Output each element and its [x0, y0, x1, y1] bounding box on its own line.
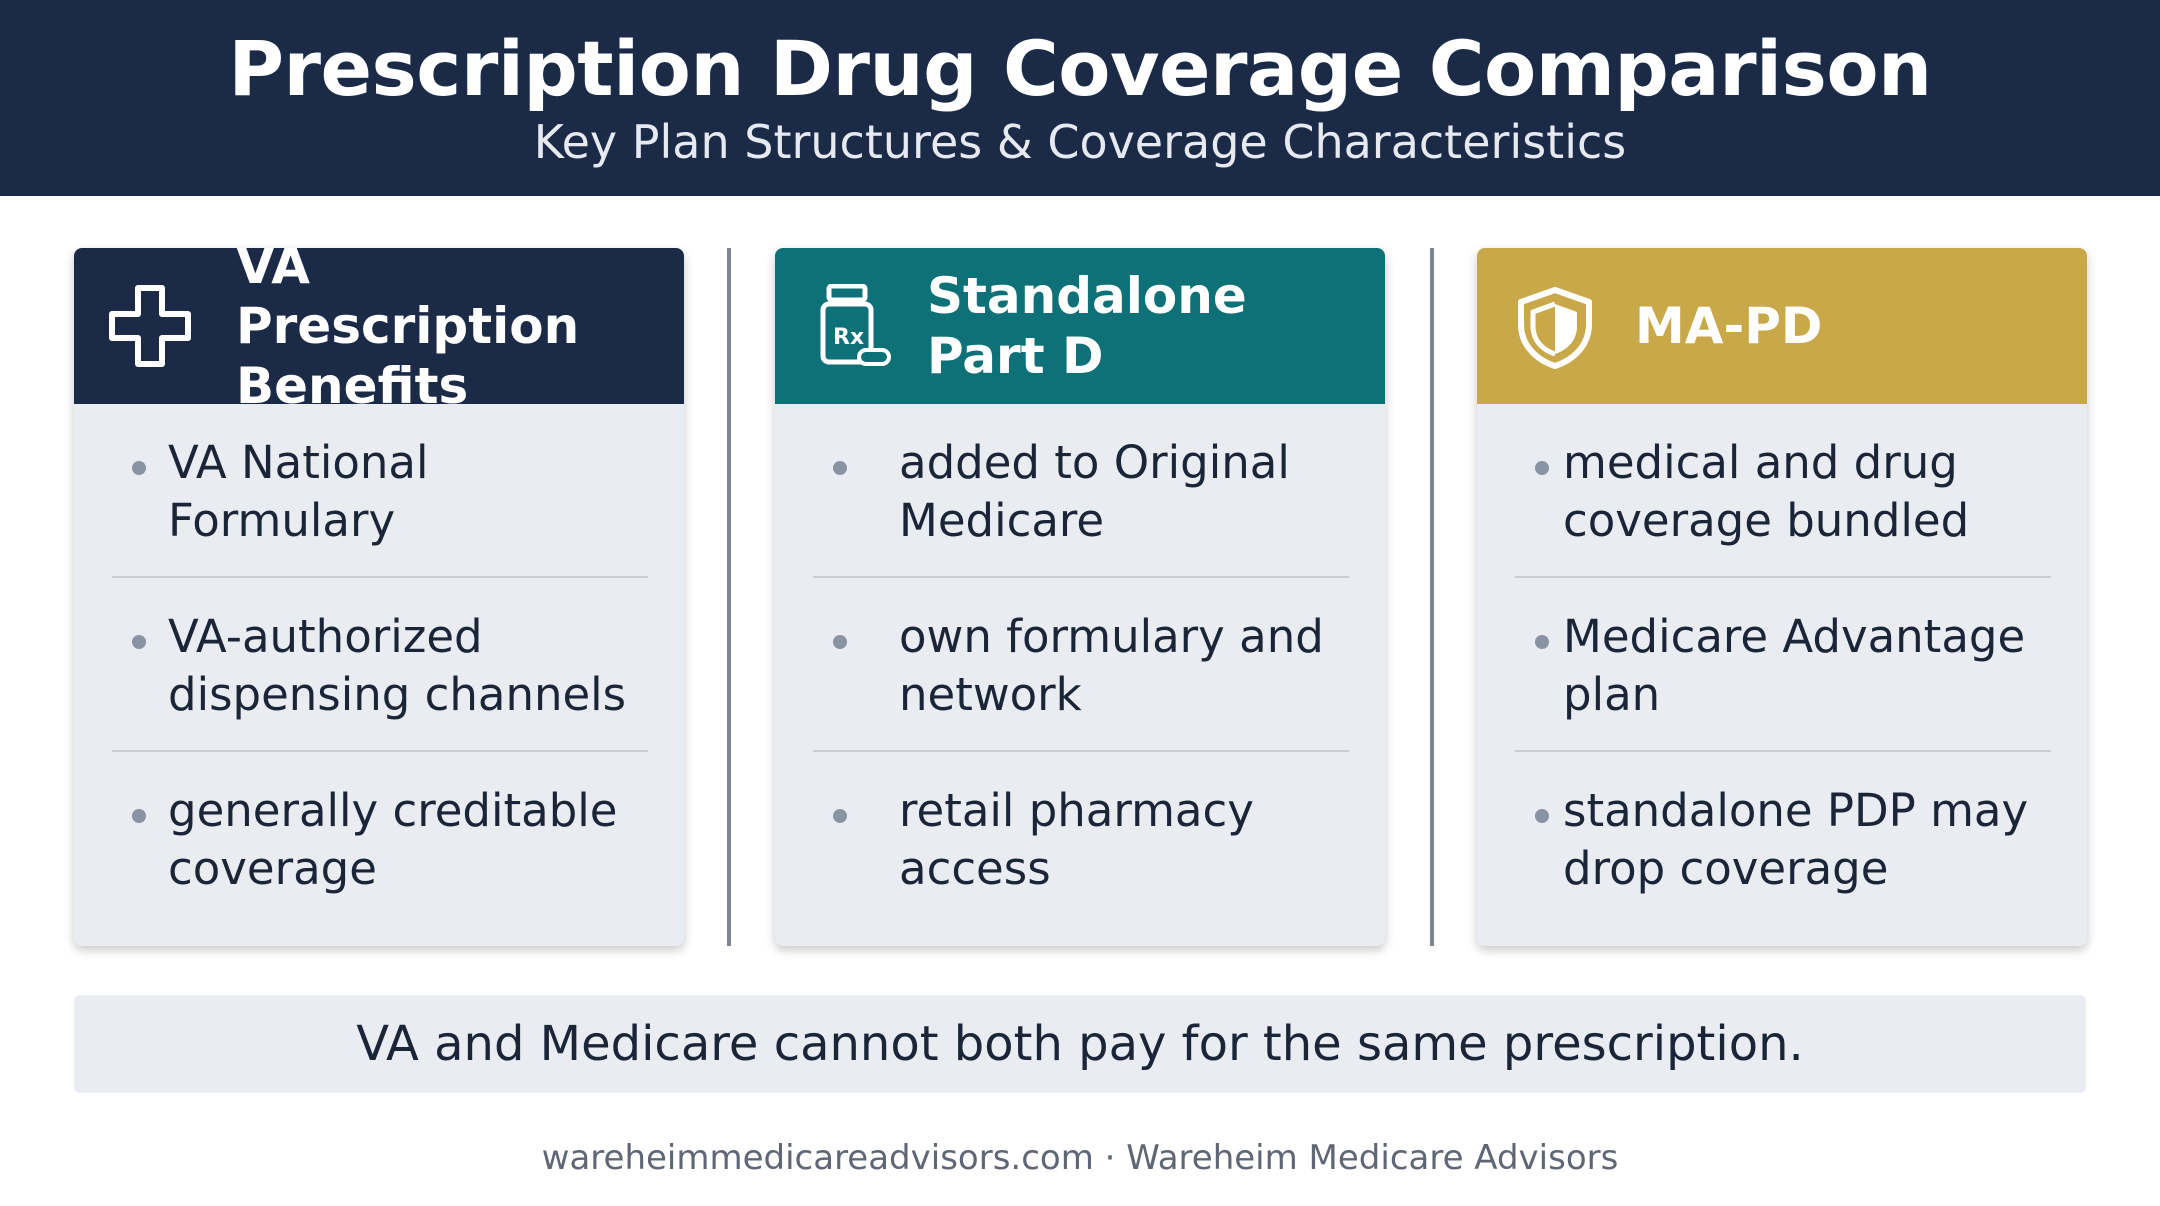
- card-title: Standalone Part D: [927, 267, 1247, 385]
- card-header: Rx Standalone Part D: [775, 248, 1385, 404]
- column-divider: [727, 248, 731, 946]
- bullet-dot: [132, 461, 146, 475]
- bullet-dot: [132, 635, 146, 649]
- bullet-dot: [833, 809, 847, 823]
- footer-attribution: wareheimmedicareadvisors.com · Wareheim …: [541, 1138, 1619, 1178]
- card-header: VA Prescription Benefits: [74, 248, 684, 415]
- medical-cross-icon: [108, 284, 192, 368]
- bullet-text: retail pharmacy access: [899, 784, 1254, 895]
- card-title: VA Prescription Benefits: [236, 248, 580, 415]
- list-item: generally creditable coverage: [112, 752, 648, 924]
- svg-text:Rx: Rx: [833, 325, 864, 350]
- bullet-dot: [132, 809, 146, 823]
- list-item: retail pharmacy access: [813, 752, 1349, 924]
- card-va-prescription-benefits: VA Prescription Benefits VA National For…: [74, 248, 684, 946]
- card-bullet-list: added to Original Medicare own formulary…: [813, 404, 1349, 924]
- bullet-text: medical and drug coverage bundled: [1563, 436, 1970, 547]
- card-title: MA-PD: [1635, 297, 1823, 355]
- bullet-dot: [1535, 809, 1549, 823]
- header-banner: Prescription Drug Coverage Comparison Ke…: [0, 0, 2160, 196]
- card-bullet-list: VA National Formulary VA-authorized disp…: [112, 404, 648, 924]
- bullet-dot: [1535, 635, 1549, 649]
- list-item: Medicare Advantage plan: [1515, 578, 2051, 752]
- card-standalone-part-d: Rx Standalone Part D added to Original M…: [775, 248, 1385, 946]
- list-item: VA-authorized dispensing channels: [112, 578, 648, 752]
- bullet-text: own formulary and network: [899, 610, 1324, 721]
- bullet-dot: [833, 635, 847, 649]
- bullet-text: standalone PDP may drop coverage: [1563, 784, 2029, 895]
- list-item: VA National Formulary: [112, 404, 648, 578]
- bullet-text: VA-authorized dispensing channels: [168, 610, 627, 721]
- list-item: own formulary and network: [813, 578, 1349, 752]
- bullet-text: added to Original Medicare: [899, 436, 1290, 547]
- card-header: MA-PD: [1477, 248, 2087, 404]
- bullet-text: Medicare Advantage plan: [1563, 610, 2026, 721]
- list-item: added to Original Medicare: [813, 404, 1349, 578]
- page-subtitle: Key Plan Structures & Coverage Character…: [533, 115, 1627, 169]
- card-bullet-list: medical and drug coverage bundled Medica…: [1515, 404, 2051, 924]
- page-title: Prescription Drug Coverage Comparison: [228, 24, 1932, 113]
- list-item: standalone PDP may drop coverage: [1515, 752, 2051, 924]
- prescription-bottle-icon: Rx: [809, 283, 893, 368]
- column-divider: [1430, 248, 1434, 946]
- bullet-dot: [1535, 461, 1549, 475]
- note-callout: VA and Medicare cannot both pay for the …: [74, 995, 2086, 1093]
- bullet-text: generally creditable coverage: [168, 784, 618, 895]
- list-item: medical and drug coverage bundled: [1515, 404, 2051, 578]
- bullet-text: VA National Formulary: [168, 436, 429, 547]
- bullet-dot: [833, 461, 847, 475]
- shield-icon: [1515, 286, 1599, 370]
- card-ma-pd: MA-PD medical and drug coverage bundled …: [1477, 248, 2087, 946]
